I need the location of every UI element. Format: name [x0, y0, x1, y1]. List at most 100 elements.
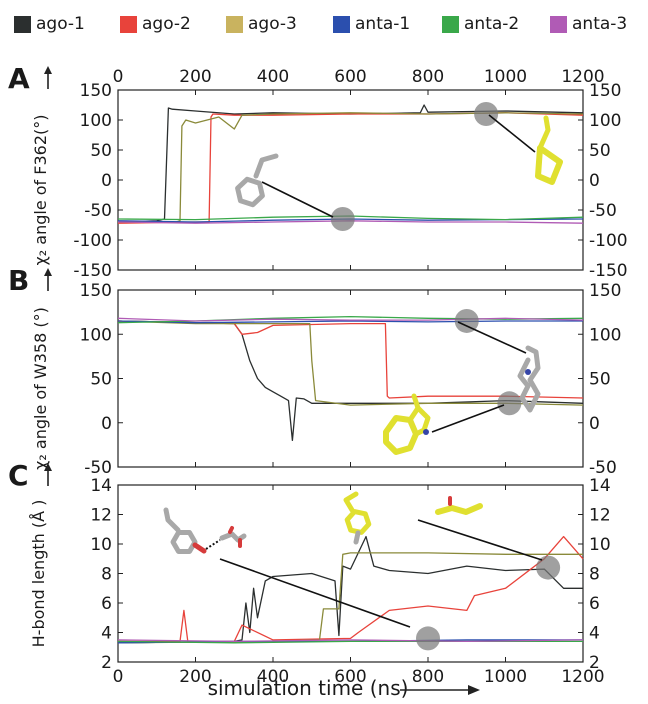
y-tick-label: 12	[90, 506, 112, 526]
legend-item-anta-1: anta-1	[333, 14, 410, 34]
y-tick-label-right: 8	[589, 565, 600, 585]
y-tick-label: 6	[101, 594, 112, 614]
panel-letter: C	[8, 459, 29, 492]
y-tick-label: 150	[80, 281, 112, 301]
y-tick-label-right: -100	[589, 231, 628, 251]
y-tick-label: 50	[90, 141, 112, 161]
y-tick-label: 8	[101, 565, 112, 585]
y-tick-label-right: 6	[589, 594, 600, 614]
x-tick-label-top: 400	[257, 67, 289, 87]
callout-line	[261, 181, 334, 218]
legend: ago-1 ago-2 ago-3 anta-1 anta-2 anta-3	[0, 8, 648, 42]
y-tick-label: -50	[84, 201, 112, 221]
legend-label: anta-2	[464, 14, 520, 34]
legend-label: ago-2	[142, 14, 191, 34]
phenyl-yellow-molecule	[535, 145, 563, 185]
y-axis-label: χ₂ angle of F362(°)	[31, 115, 50, 266]
legend-item-ago-3: ago-3	[226, 14, 297, 34]
legend-item-ago-2: ago-2	[120, 14, 191, 34]
x-axis-label: simulation time (ns)	[208, 676, 409, 700]
carboxylate-yellow-molecule	[435, 503, 483, 515]
series-line-anta-3	[117, 639, 584, 643]
x-tick-label-top: 600	[334, 67, 366, 87]
highlight-marker	[536, 555, 561, 580]
series-line-anta-3	[117, 317, 584, 322]
phenyl-gray-molecule	[235, 176, 265, 208]
y-tick-label: -50	[84, 458, 112, 478]
legend-swatch	[226, 15, 243, 33]
y-tick-label: 4	[101, 624, 112, 644]
x-axis-arrowhead	[468, 685, 480, 695]
legend-item-anta-3: anta-3	[550, 14, 627, 34]
panel-letter: B	[8, 264, 29, 297]
series-line-ago-1	[117, 535, 583, 644]
y-axis-label: H-bond length (Å )	[29, 500, 48, 648]
hbond-dashed-line	[205, 539, 221, 550]
y-tick-label: 2	[101, 653, 112, 673]
legend-swatch	[14, 15, 31, 33]
x-tick-label: 0	[113, 667, 124, 687]
y-tick-label-right: 14	[589, 476, 611, 496]
y-tick-label-right: 150	[589, 81, 621, 101]
y-tick-label-right: -50	[589, 458, 617, 478]
y-tick-label-right: 4	[589, 624, 600, 644]
hydroxyl-hydrogen	[353, 530, 361, 545]
legend-label: anta-1	[355, 14, 411, 34]
y-tick-label-right: 12	[589, 506, 611, 526]
tyrosine-gray-chain	[163, 507, 181, 533]
hydroxyl-oxygen	[192, 542, 207, 554]
x-tick-label-top: 1000	[484, 67, 527, 87]
x-tick-label-top: 1200	[561, 67, 604, 87]
y-tick-label: 100	[80, 325, 112, 345]
x-tick-label-top: 800	[412, 67, 444, 87]
callout-line	[417, 519, 543, 561]
carboxyl-oxygen	[228, 526, 234, 534]
legend-label: ago-3	[248, 14, 297, 34]
y-tick-label-right: 10	[589, 535, 611, 555]
series-line-ago-2	[117, 112, 584, 224]
y-tick-label-right: -150	[589, 261, 628, 281]
y-tick-label: 14	[90, 476, 112, 496]
x-tick-label-top: 0	[113, 67, 124, 87]
callout-line	[219, 558, 411, 628]
legend-item-anta-2: anta-2	[442, 14, 519, 34]
y-tick-label-right: 100	[589, 325, 621, 345]
panel-letter: A	[8, 62, 30, 95]
tyrosine-gray-molecule	[170, 530, 198, 554]
x-tick-label: 800	[412, 667, 444, 687]
series-line-ago-1	[117, 320, 584, 442]
series-line-anta-1	[117, 320, 583, 324]
legend-item-ago-1: ago-1	[14, 14, 85, 34]
y-tick-label-right: 0	[589, 414, 600, 434]
callout-line	[457, 321, 527, 354]
series-line-ago-1	[117, 104, 584, 223]
panel-a: -150 -150 -100 -100 -50 -50 0 0 50 50 100 100 150 150…	[8, 62, 628, 281]
y-tick-label: 100	[80, 111, 112, 131]
highlight-marker	[474, 102, 499, 126]
y-tick-label: -150	[73, 261, 112, 281]
x-tick-label: 1000	[484, 667, 527, 687]
highlight-marker	[454, 308, 479, 333]
y-tick-label: 0	[101, 171, 112, 191]
y-axis-arrowhead	[44, 268, 52, 276]
y-tick-label: 0	[101, 414, 112, 434]
legend-swatch	[550, 15, 567, 33]
y-axis-label: χ₂ angle of W358 (°)	[31, 307, 50, 470]
series-line-ago-3	[118, 112, 584, 223]
indole-yellow-molecule	[383, 415, 419, 455]
y-tick-label: 150	[80, 81, 112, 101]
nitrogen-atom	[423, 429, 429, 435]
callout-line	[431, 404, 505, 433]
highlight-marker	[416, 626, 440, 651]
molecule-illustrations	[163, 114, 563, 628]
panel-b: -50 -50 0 0 50 50 100 100 150 150 χ₂ angle of W358…	[8, 264, 621, 478]
y-tick-label-right: 100	[589, 111, 621, 131]
x-tick-label: 200	[179, 667, 211, 687]
legend-swatch	[120, 15, 137, 33]
legend-label: ago-1	[36, 14, 85, 34]
legend-swatch	[442, 15, 459, 33]
x-tick-label-top: 200	[179, 67, 211, 87]
y-tick-label-right: 50	[589, 370, 611, 390]
highlight-marker	[497, 391, 522, 416]
